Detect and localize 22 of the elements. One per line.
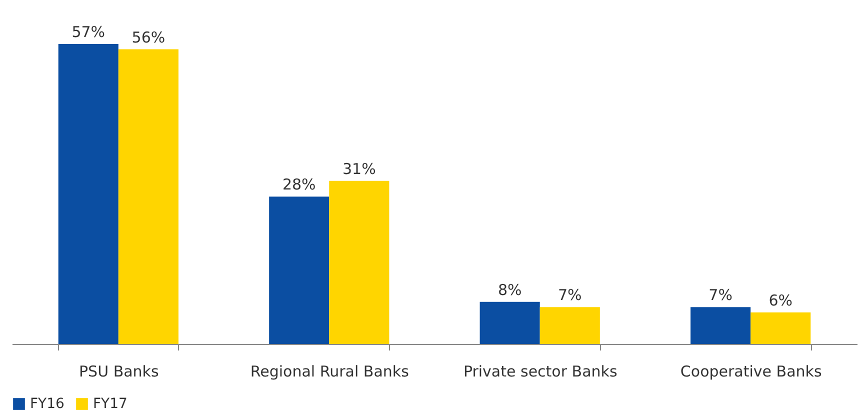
x-tick-label: Regional Rural Banks xyxy=(250,362,410,380)
data-label: 56% xyxy=(132,28,166,46)
bar xyxy=(118,49,178,344)
data-label: 7% xyxy=(558,286,582,304)
legend-label: FY17 xyxy=(93,396,128,412)
bar xyxy=(540,307,600,344)
bar xyxy=(480,302,540,344)
data-label: 31% xyxy=(342,160,376,178)
bar xyxy=(750,312,811,344)
data-label: 6% xyxy=(768,291,793,310)
x-tick-label: Cooperative Banks xyxy=(680,362,822,380)
bar xyxy=(58,44,118,344)
bar xyxy=(329,180,390,344)
data-label: 7% xyxy=(708,286,732,304)
x-tick-label: Private sector Banks xyxy=(463,362,618,380)
bar xyxy=(690,307,751,344)
data-label: 28% xyxy=(282,176,316,194)
data-label: 57% xyxy=(72,23,106,41)
x-tick-label: PSU Banks xyxy=(79,362,159,380)
data-label: 8% xyxy=(498,280,522,299)
legend-label: FY16 xyxy=(30,396,65,412)
bar xyxy=(269,196,330,344)
